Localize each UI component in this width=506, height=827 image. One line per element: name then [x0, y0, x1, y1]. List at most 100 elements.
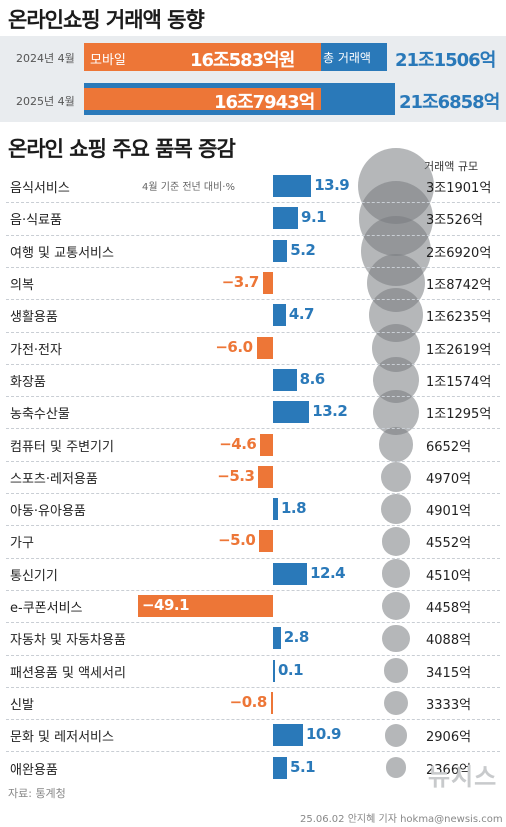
change-bar: [273, 175, 311, 197]
volume-label: 4901억: [426, 500, 471, 519]
row-separator: [6, 332, 500, 333]
volume-label: 4510억: [426, 565, 471, 584]
volume-label: 4458억: [426, 597, 471, 616]
change-bar: [257, 337, 274, 359]
category-label: 음·식료품: [10, 209, 62, 228]
category-label: 농축수산물: [10, 403, 70, 422]
row-separator: [6, 751, 500, 752]
category-label: 가전·전자: [10, 339, 62, 358]
change-value-label: −49.1: [142, 596, 189, 614]
volume-label: 3415억: [426, 662, 471, 681]
change-note: 4월 기준 전년 대비·%: [142, 178, 235, 193]
change-bar: [260, 434, 273, 456]
volume-label: 3조1901억: [426, 177, 491, 196]
change-bar: [273, 563, 307, 585]
volume-bubble: [381, 462, 411, 492]
change-value-label: 8.6: [300, 370, 325, 388]
volume-bubble: [385, 724, 408, 747]
row-separator: [6, 428, 500, 429]
change-value-label: −3.7: [222, 273, 259, 291]
change-value-label: 4.7: [289, 305, 314, 323]
volume-label: 1조6235억: [426, 306, 491, 325]
page-title: 온라인쇼핑 거래액 동향: [8, 4, 204, 34]
row-separator: [6, 267, 500, 268]
total-value-2024: 21조1506억: [395, 46, 495, 72]
row-separator: [6, 622, 500, 623]
volume-bubble: [382, 527, 411, 556]
volume-label: 3조526억: [426, 209, 483, 228]
volume-label: 1조8742억: [426, 274, 491, 293]
volume-label: 4088억: [426, 629, 471, 648]
volume-label: 2조6920억: [426, 242, 491, 261]
source-note: 자료: 통계청: [8, 785, 66, 801]
change-value-label: 9.1: [301, 208, 326, 226]
change-value-label: −6.0: [215, 338, 252, 356]
change-value-label: 10.9: [306, 725, 341, 743]
year-label-2024: 2024년 4월: [16, 50, 75, 66]
row-separator: [6, 461, 500, 462]
row-separator: [6, 202, 500, 203]
volume-bubble: [379, 427, 414, 462]
category-label: 통신기기: [10, 565, 58, 584]
category-label: 자동차 및 자동차용품: [10, 629, 126, 648]
change-bar: [259, 530, 273, 552]
row-separator: [6, 364, 500, 365]
volume-note: 거래액 규모: [424, 158, 478, 174]
row-separator: [6, 299, 500, 300]
change-bar: [273, 498, 278, 520]
change-bar: [273, 240, 287, 262]
volume-bubble: [382, 592, 410, 620]
category-label: 화장품: [10, 371, 46, 390]
category-label: 의복: [10, 274, 34, 293]
change-value-label: 0.1: [278, 661, 303, 679]
row-separator: [6, 396, 500, 397]
category-label: 패션용품 및 액세서리: [10, 662, 126, 681]
mobile-value-2024: 16조583억원: [190, 46, 294, 72]
change-bar: [263, 272, 273, 294]
category-label: e-쿠폰서비스: [10, 597, 83, 616]
row-separator: [6, 655, 500, 656]
section-title: 온라인 쇼핑 주요 품목 증감: [8, 133, 235, 163]
volume-label: 4970억: [426, 468, 471, 487]
category-label: 가구: [10, 532, 34, 551]
change-value-label: 5.2: [290, 241, 315, 259]
change-bar: [273, 660, 275, 682]
category-label: 컴퓨터 및 주변기기: [10, 436, 114, 455]
change-bar: [273, 627, 281, 649]
category-label: 음식서비스: [10, 177, 70, 196]
newsis-watermark: 뉴시스: [428, 757, 497, 792]
change-value-label: 12.4: [310, 564, 345, 582]
change-bar: [271, 692, 273, 714]
category-label: 애완용품: [10, 759, 58, 778]
change-bar: [258, 466, 273, 488]
row-separator: [6, 719, 500, 720]
row-separator: [6, 558, 500, 559]
change-bar: [273, 207, 298, 229]
change-bar: [273, 304, 286, 326]
category-label: 스포츠·레저용품: [10, 468, 98, 487]
volume-bubble: [384, 691, 409, 716]
volume-label: 4552억: [426, 532, 471, 551]
volume-label: 3333억: [426, 694, 471, 713]
byline: 25.06.02 안지혜 기자 hokma@newsis.com: [300, 810, 503, 825]
change-value-label: −0.8: [230, 693, 267, 711]
change-value-label: −5.3: [217, 467, 254, 485]
volume-label: 1조2619억: [426, 339, 491, 358]
volume-bubble: [384, 658, 409, 683]
row-separator: [6, 525, 500, 526]
volume-label: 6652억: [426, 436, 471, 455]
change-value-label: 1.8: [281, 499, 306, 517]
change-value-label: −5.0: [218, 531, 255, 549]
mobile-label: 모바일: [90, 49, 126, 68]
change-value-label: 2.8: [284, 628, 309, 646]
change-bar: [273, 369, 297, 391]
volume-bubble: [386, 757, 407, 778]
change-value-label: 5.1: [290, 758, 315, 776]
total-label: 총 거래액: [323, 49, 371, 66]
change-bar: [273, 724, 303, 746]
total-value-2025: 21조6858억: [399, 88, 499, 114]
row-separator: [6, 687, 500, 688]
change-value-label: −4.6: [219, 435, 256, 453]
change-value-label: 13.2: [312, 402, 347, 420]
mobile-value-2025: 16조7943억: [214, 88, 314, 114]
